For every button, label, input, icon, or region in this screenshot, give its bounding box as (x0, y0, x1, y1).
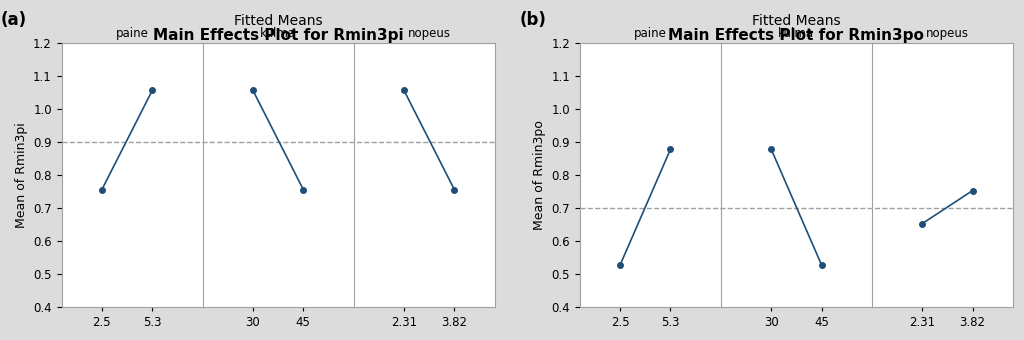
Text: paine: paine (634, 27, 667, 40)
Y-axis label: Mean of Rmin3po: Mean of Rmin3po (532, 120, 546, 230)
Text: Fitted Means: Fitted Means (752, 14, 841, 28)
Title: Main Effects Plot for Rmin3po: Main Effects Plot for Rmin3po (669, 28, 925, 42)
Text: nopeus: nopeus (408, 27, 451, 40)
Text: kulma: kulma (778, 27, 814, 40)
Text: nopeus: nopeus (926, 27, 969, 40)
Title: Main Effects Plot for Rmin3pi: Main Effects Plot for Rmin3pi (153, 28, 403, 42)
Text: (b): (b) (519, 11, 546, 29)
Text: paine: paine (116, 27, 148, 40)
Y-axis label: Mean of Rmin3pi: Mean of Rmin3pi (14, 122, 28, 227)
Text: Fitted Means: Fitted Means (233, 14, 323, 28)
Text: (a): (a) (1, 11, 27, 29)
Text: kulma: kulma (260, 27, 296, 40)
